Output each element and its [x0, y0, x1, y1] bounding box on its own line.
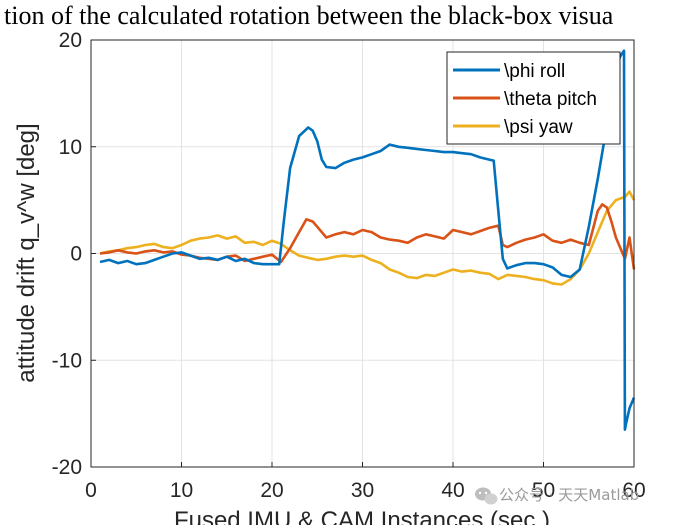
chart-title: tion of the calculated rotation between …: [4, 1, 614, 30]
wechat-icon: [475, 487, 498, 505]
series-line-yaw: [99, 190, 636, 286]
x-tick-label: 60: [622, 479, 645, 502]
x-tick-label: 50: [532, 479, 555, 502]
watermark-text: 公众号 · 天天Matlab: [499, 486, 639, 504]
y-tick-labels: 20 10 0 -10 -20: [52, 29, 82, 479]
legend: \phi roll \theta pitch \psi yaw: [446, 51, 621, 145]
tick-marks: [90, 39, 635, 468]
y-axis-label: attitude drift q_v^w [deg]: [13, 123, 40, 382]
legend-label-roll: \phi roll: [504, 61, 565, 82]
y-tick-label: 0: [70, 243, 82, 266]
x-tick-label: 20: [260, 479, 283, 502]
x-tick-label: 30: [351, 479, 374, 502]
watermark: 公众号 · 天天Matlab: [475, 486, 639, 505]
x-tick-label: 40: [441, 479, 464, 502]
x-axis-label: Fused IMU & CAM Instances (sec.): [174, 507, 550, 525]
y-tick-label: 20: [59, 29, 82, 52]
legend-label-yaw: \psi yaw: [504, 117, 573, 138]
y-tick-label: -10: [52, 349, 82, 372]
x-tick-label: 0: [85, 479, 97, 502]
x-tick-label: 10: [170, 479, 193, 502]
y-tick-label: 10: [59, 136, 82, 159]
series-line-roll: [99, 49, 636, 431]
x-tick-labels: 0 10 20 30 40 50 60: [85, 479, 646, 502]
series-lines: [99, 49, 636, 431]
y-tick-label: -20: [52, 456, 82, 479]
legend-label-pitch: \theta pitch: [504, 89, 597, 110]
